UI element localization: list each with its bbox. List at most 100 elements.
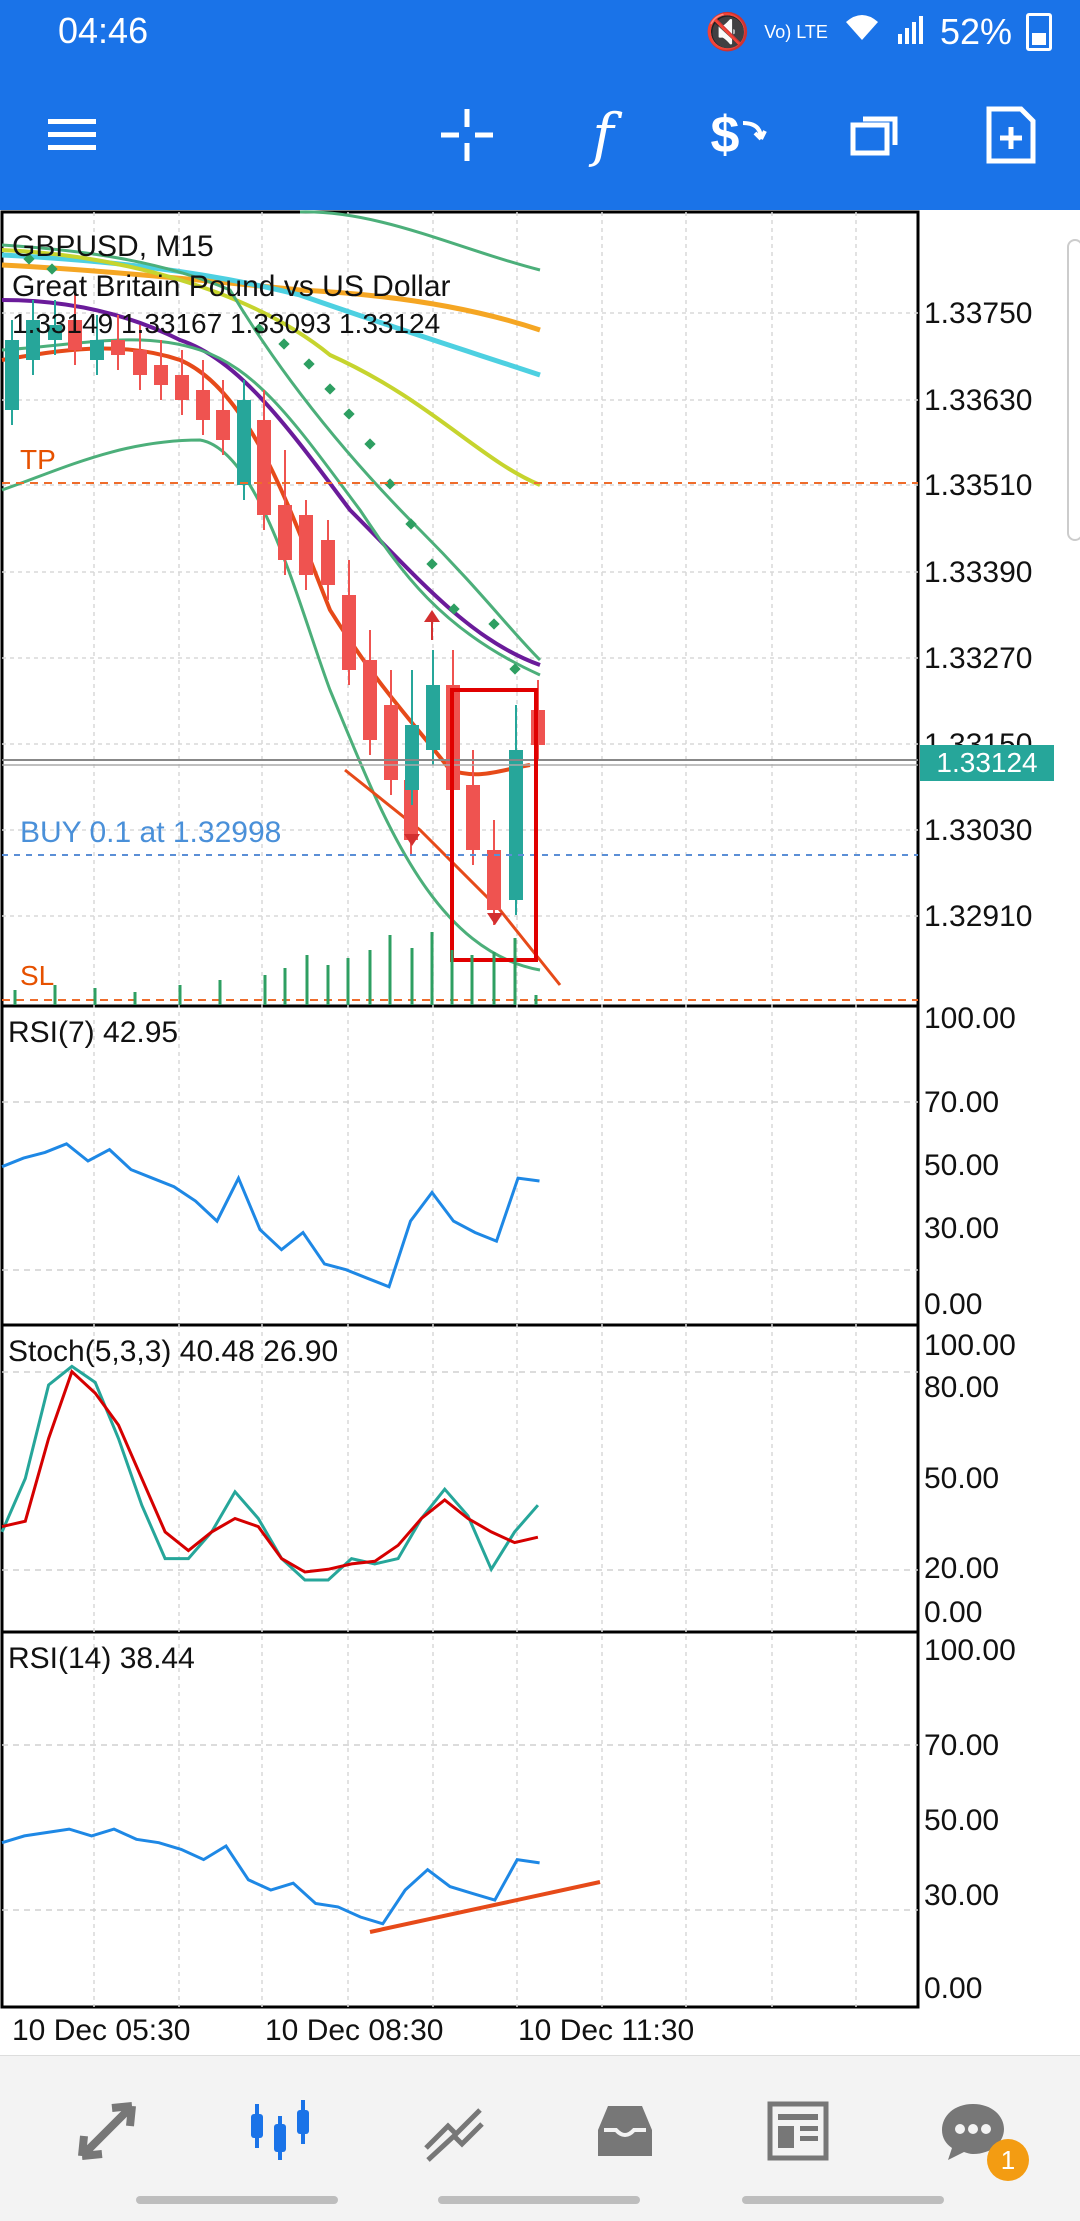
crosshair-icon[interactable] (424, 92, 510, 178)
candle-body (154, 365, 168, 385)
ma-orange-line (1, 262, 541, 333)
rsi7-tick: 100.00 (924, 1002, 1016, 1035)
stoch-signal-line (1, 1369, 539, 1574)
time-axis: 10 Dec 05:30 10 Dec 08:30 10 Dec 11:30 (12, 2014, 694, 2047)
price-tick: 1.32910 (924, 900, 1032, 933)
chart-symbol: GBPUSD, M15 (12, 230, 214, 263)
rsi14-tick: 0.00 (924, 1972, 982, 2005)
menu-icon[interactable] (30, 92, 116, 178)
gesture-bar-center[interactable] (438, 2196, 640, 2204)
down-arrow (487, 913, 503, 925)
candle-body (278, 505, 292, 560)
bollinger-lower (1, 438, 541, 972)
windows-icon[interactable] (832, 92, 918, 178)
candle-body (196, 390, 210, 420)
messages-icon[interactable] (928, 2086, 1018, 2176)
price-tick: 1.33630 (924, 384, 1032, 417)
time-label: 10 Dec 08:30 (265, 2014, 443, 2047)
candle-body (111, 340, 125, 355)
volume-bars (13, 932, 538, 1005)
side-handle (1067, 239, 1080, 541)
new-document-icon[interactable] (968, 92, 1054, 178)
rsi7-tick: 0.00 (924, 1288, 982, 1321)
trade-icon[interactable] (408, 2086, 498, 2176)
quotes-icon[interactable] (62, 2086, 152, 2176)
chart-icon[interactable] (235, 2086, 325, 2176)
candle-body (257, 420, 271, 515)
candle-body (342, 595, 356, 670)
wifi-icon (842, 10, 882, 53)
stoch-grid (2, 1371, 918, 1571)
chart-frame (0, 210, 920, 2009)
chart-description: Great Britain Pound vs US Dollar (12, 270, 451, 303)
gesture-bar-left[interactable] (136, 2196, 338, 2204)
rsi14-axis: 100.00 70.00 50.00 30.00 0.00 (924, 1634, 1016, 2005)
trendline-lower (344, 768, 562, 986)
volte-icon: Vo) LTE (764, 21, 828, 42)
rsi14-tick: 100.00 (924, 1634, 1016, 1667)
stoch-tick: 50.00 (924, 1462, 999, 1495)
vertical-grid (93, 212, 857, 2007)
candle-body (26, 320, 40, 360)
bollinger-upper (1, 243, 542, 662)
rsi14-tick: 70.00 (924, 1729, 999, 1762)
price-tick: 1.33750 (924, 297, 1032, 330)
stoch-axis: 100.00 80.00 50.00 20.00 0.00 (924, 1329, 1016, 1629)
rsi14-grid (2, 1744, 918, 1911)
candle-body (384, 705, 398, 780)
sell-arrow (424, 610, 440, 622)
candle-body (216, 410, 230, 440)
candle-body (175, 375, 189, 400)
function-icon[interactable]: f (592, 101, 614, 169)
signal-icon (896, 11, 926, 53)
rsi14-tick: 30.00 (924, 1879, 999, 1912)
candle-body (487, 850, 501, 910)
chart-toolbar: f $ (0, 64, 1080, 210)
price-tick: 1.33390 (924, 556, 1032, 589)
rsi7-tick: 70.00 (924, 1086, 999, 1119)
chart-canvas[interactable]: 1.33750 1.33630 1.33510 1.33390 1.33270 1.331… (0, 210, 1080, 2055)
sl-label: SL (20, 960, 55, 991)
history-icon[interactable] (580, 2086, 670, 2176)
chart-area[interactable]: 1.33750 1.33630 1.33510 1.33390 1.33270 1.331… (0, 210, 1080, 2055)
ma-cyan-line (1, 252, 541, 378)
time-label: 10 Dec 11:30 (518, 2014, 694, 2047)
candle-body (90, 340, 104, 360)
price-tick: 1.33510 (924, 469, 1032, 502)
candle-body (426, 685, 440, 750)
stoch-main-line (0, 1364, 540, 1582)
stoch-label: Stoch(5,3,3) 40.48 26.90 (8, 1335, 339, 1368)
buy-label: BUY 0.1 at 1.32998 (20, 816, 282, 849)
candle-body (404, 780, 418, 840)
candle-body (133, 350, 147, 375)
candle-body (48, 325, 62, 340)
mute-icon: 🔇 (705, 10, 751, 52)
rsi7-tick: 30.00 (924, 1212, 999, 1245)
rsi7-tick: 50.00 (924, 1149, 999, 1182)
candle-body (5, 340, 19, 410)
candle-body (466, 785, 480, 850)
rsi14-tick: 50.00 (924, 1804, 999, 1837)
chart-ohlc: 1.33149 1.33167 1.33093 1.33124 (12, 308, 441, 339)
down-arrow (404, 834, 420, 846)
status-time: 04:46 (58, 10, 149, 51)
trade-icon[interactable]: $ (696, 92, 782, 178)
candle-body (237, 400, 251, 485)
messages-badge: 1 (987, 2139, 1029, 2181)
price-tick: 1.33030 (924, 814, 1032, 847)
rsi14-label: RSI(14) 38.44 (8, 1642, 195, 1675)
stoch-tick: 80.00 (924, 1371, 999, 1404)
stoch-tick: 100.00 (924, 1329, 1016, 1362)
ma-purple-line (1, 298, 541, 667)
battery-percent: 52% (939, 10, 1012, 52)
current-price-tag: 1.33124 (920, 745, 1054, 781)
gesture-bar-right[interactable] (742, 2196, 944, 2204)
rsi7-axis: 100.00 70.00 50.00 30.00 0.00 (924, 1002, 1016, 1321)
rsi14-trendline (369, 1880, 601, 1934)
time-label: 10 Dec 05:30 (12, 2014, 190, 2047)
candle-body (363, 660, 377, 740)
status-bar: 04:46 🔇 Vo) LTE 52% (0, 0, 1080, 64)
price-tick: 1.33270 (924, 642, 1032, 675)
rsi14-line (1, 1827, 540, 1926)
news-icon[interactable] (752, 2086, 842, 2176)
